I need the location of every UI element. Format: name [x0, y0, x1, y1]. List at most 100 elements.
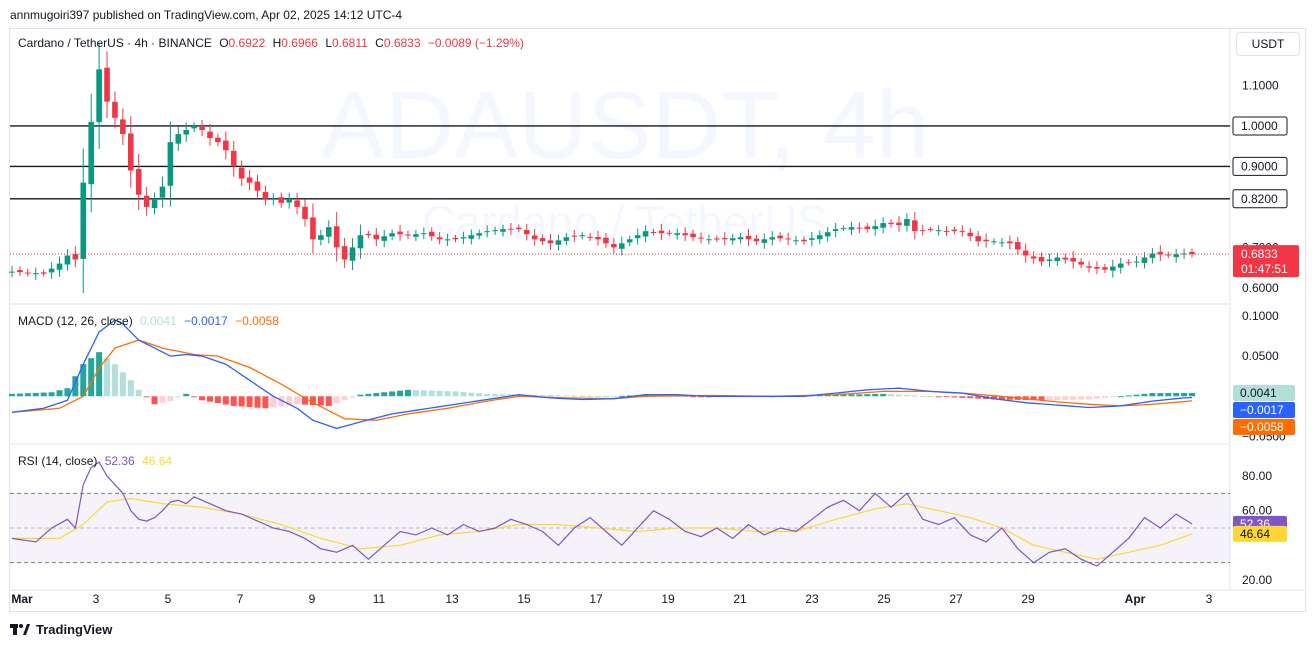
candle-body[interactable] — [397, 231, 403, 235]
candle-body[interactable] — [848, 227, 855, 230]
candle-body[interactable] — [476, 233, 483, 236]
candle-body[interactable] — [523, 230, 530, 235]
candle-body[interactable] — [579, 235, 586, 237]
candle-body[interactable] — [1181, 253, 1187, 255]
candle-body[interactable] — [531, 235, 538, 240]
candle-body[interactable] — [1038, 257, 1045, 262]
candle-body[interactable] — [650, 232, 657, 234]
candle-body[interactable] — [444, 239, 451, 241]
candle-body[interactable] — [460, 237, 467, 239]
candle-body[interactable] — [1165, 254, 1172, 256]
candle-body[interactable] — [120, 119, 126, 135]
candle-body[interactable] — [230, 150, 237, 167]
candle-body[interactable] — [436, 237, 443, 240]
candle-body[interactable] — [1173, 254, 1179, 258]
candle-body[interactable] — [555, 240, 562, 245]
candle-body[interactable] — [912, 220, 918, 232]
candle-body[interactable] — [270, 198, 277, 200]
candle-body[interactable] — [1149, 253, 1156, 258]
candle-body[interactable] — [40, 272, 47, 274]
candle-body[interactable] — [286, 198, 292, 203]
candle-body[interactable] — [1078, 261, 1084, 265]
candle-body[interactable] — [1086, 266, 1092, 268]
candle-body[interactable] — [721, 237, 728, 240]
candle-body[interactable] — [1070, 257, 1077, 262]
candle-body[interactable] — [634, 235, 641, 239]
candle-body[interactable] — [207, 131, 213, 139]
candle-body[interactable] — [999, 242, 1005, 244]
candle-body[interactable] — [642, 231, 649, 237]
candle-body[interactable] — [682, 233, 688, 236]
candle-body[interactable] — [1141, 257, 1148, 264]
candle-body[interactable] — [737, 237, 744, 240]
candle-body[interactable] — [690, 233, 696, 238]
candle-body[interactable] — [80, 182, 87, 259]
candle-body[interactable] — [1022, 250, 1029, 256]
candle-body[interactable] — [135, 169, 142, 195]
candle-body[interactable] — [56, 263, 63, 270]
candle-body[interactable] — [96, 69, 102, 123]
candle-body[interactable] — [389, 233, 395, 237]
candle-body[interactable] — [801, 239, 807, 242]
candle-body[interactable] — [674, 233, 681, 235]
candle-body[interactable] — [1046, 259, 1053, 261]
candle-body[interactable] — [1157, 251, 1164, 255]
candle-body[interactable] — [25, 272, 31, 274]
candle-body[interactable] — [238, 167, 245, 179]
candle-body[interactable] — [310, 217, 316, 240]
candle-body[interactable] — [880, 223, 886, 228]
candle-body[interactable] — [951, 229, 958, 232]
candle-body[interactable] — [64, 255, 71, 265]
candle-body[interactable] — [468, 235, 475, 239]
candle-body[interactable] — [17, 270, 23, 273]
candle-body[interactable] — [1102, 267, 1108, 270]
candle-body[interactable] — [413, 234, 419, 237]
symbol-label[interactable]: Cardano / TetherUS · 4h · BINANCE — [18, 36, 212, 50]
candle-body[interactable] — [896, 222, 902, 226]
candle-body[interactable] — [666, 232, 673, 234]
candle-body[interactable] — [112, 101, 118, 118]
candle-body[interactable] — [72, 254, 79, 260]
candle-body[interactable] — [318, 235, 324, 240]
candle-body[interactable] — [88, 121, 94, 185]
candle-body[interactable] — [508, 228, 514, 230]
candle-body[interactable] — [1133, 261, 1140, 263]
candle-body[interactable] — [824, 232, 831, 237]
candle-body[interactable] — [175, 134, 182, 144]
candle-body[interactable] — [254, 181, 261, 191]
candle-body[interactable] — [1014, 242, 1021, 250]
candle-body[interactable] — [104, 67, 110, 102]
candle-body[interactable] — [943, 230, 950, 232]
rsi-name[interactable]: RSI (14, close) — [18, 454, 98, 468]
candle-body[interactable] — [1094, 266, 1100, 269]
candle-body[interactable] — [484, 231, 490, 233]
candle-body[interactable] — [769, 237, 776, 240]
candle-body[interactable] — [777, 235, 783, 239]
candle-body[interactable] — [373, 234, 380, 240]
candle-body[interactable] — [991, 241, 997, 243]
candle-body[interactable] — [547, 240, 554, 244]
candle-body[interactable] — [603, 237, 609, 244]
candle-body[interactable] — [571, 235, 578, 237]
candle-body[interactable] — [381, 236, 388, 241]
candle-body[interactable] — [1117, 263, 1124, 268]
candle-body[interactable] — [785, 238, 791, 240]
candle-body[interactable] — [183, 130, 190, 135]
candle-body[interactable] — [864, 226, 871, 230]
candle-body[interactable] — [816, 235, 823, 240]
candle-body[interactable] — [832, 229, 839, 231]
candle-body[interactable] — [698, 237, 704, 239]
candle-body[interactable] — [888, 222, 894, 225]
candle-body[interactable] — [967, 232, 974, 237]
candle-body[interactable] — [840, 228, 847, 230]
candle-body[interactable] — [935, 230, 942, 232]
candle-body[interactable] — [365, 233, 372, 236]
candle-body[interactable] — [714, 238, 720, 240]
candle-body[interactable] — [325, 227, 332, 237]
candle-body[interactable] — [223, 140, 229, 151]
candle-body[interactable] — [1007, 241, 1013, 244]
candle-body[interactable] — [452, 237, 459, 240]
candle-body[interactable] — [405, 234, 411, 236]
candle-body[interactable] — [729, 238, 736, 241]
